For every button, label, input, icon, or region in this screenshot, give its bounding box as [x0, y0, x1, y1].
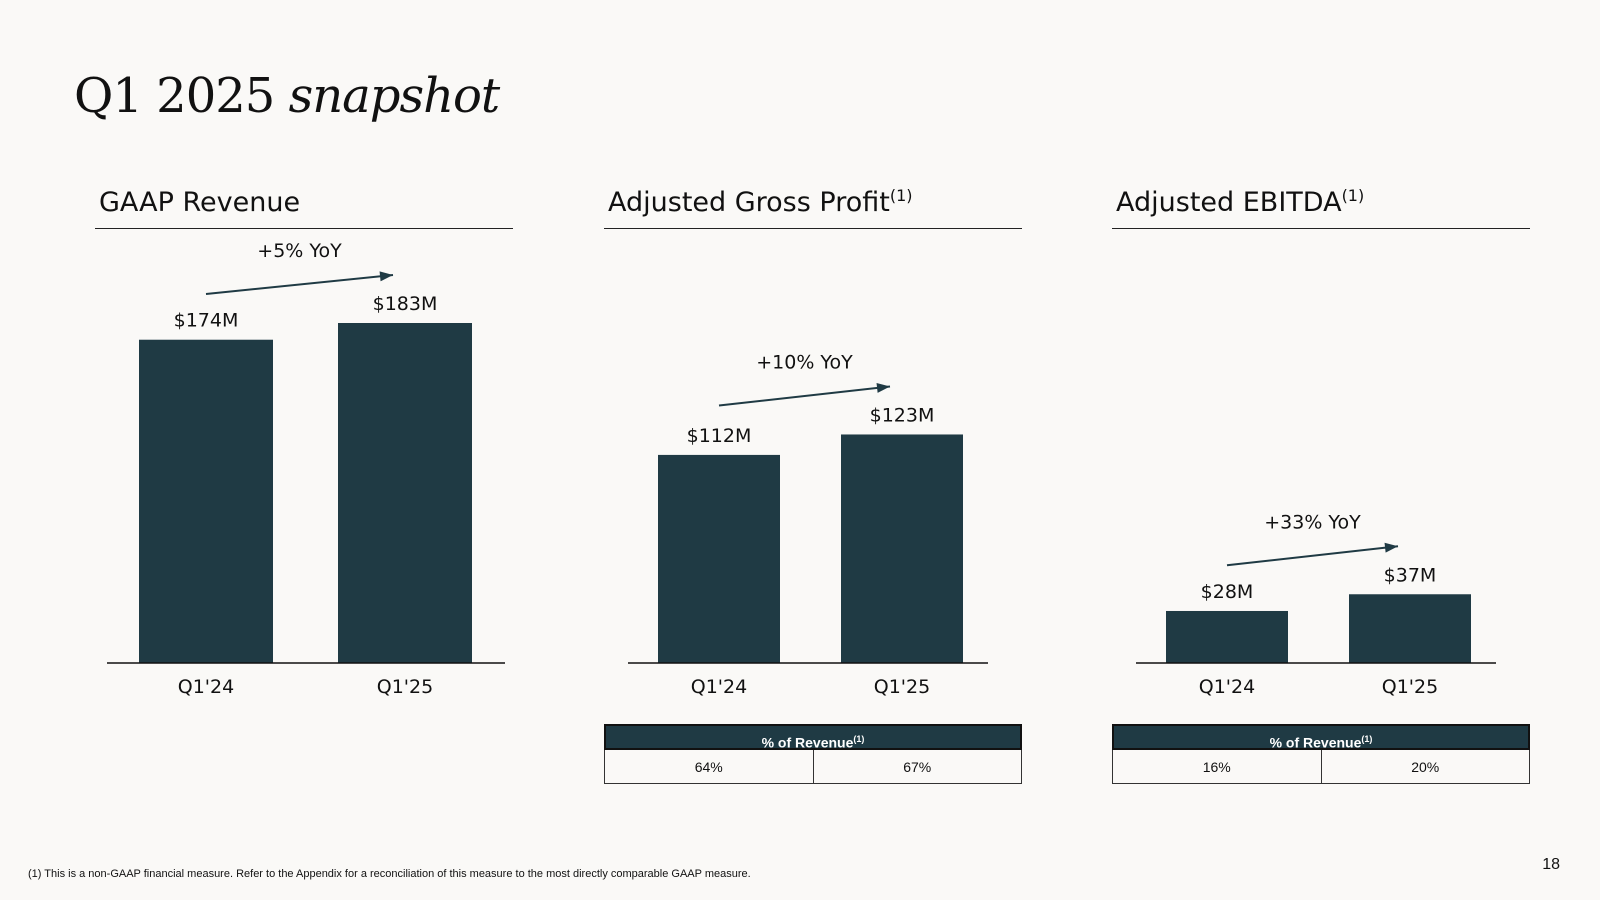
chart-adjusted-gross-profit: $112M Q1'24 $123M Q1'25 +10% YoY [628, 351, 988, 698]
yoy-arrowhead [1384, 542, 1398, 553]
bar-value-label: $183M [373, 293, 438, 315]
bar-value-label: $123M [870, 404, 935, 426]
title-italic: snapshot [288, 68, 501, 124]
table-row: 64% 67% [604, 750, 1022, 784]
panel-heading-gaap-revenue: GAAP Revenue [95, 186, 513, 218]
bar-value-label: $28M [1201, 581, 1254, 603]
yoy-annotation: +33% YoY [1264, 511, 1361, 533]
x-tick-label: Q1'24 [178, 676, 234, 698]
table-cell-q1-25: 20% [1321, 750, 1530, 784]
panel-heading-sup: (1) [889, 186, 913, 205]
bar-value-label: $112M [687, 425, 752, 447]
page-title: Q1 2025 snapshot [74, 72, 500, 120]
title-main: Q1 2025 [74, 68, 289, 124]
bar-value-label: $174M [174, 310, 239, 332]
bar-q124 [139, 339, 273, 663]
bar-q124 [658, 454, 780, 663]
yoy-arrowhead [379, 271, 393, 282]
panel-divider [604, 228, 1022, 229]
table-header-sup: (1) [853, 734, 865, 744]
table-header-text: % of Revenue [761, 734, 854, 751]
bar-value-label: $37M [1384, 564, 1437, 586]
bar-q125 [338, 323, 472, 663]
panel-heading-text: GAAP Revenue [99, 187, 301, 218]
x-tick-label: Q1'24 [1199, 676, 1255, 698]
chart-adjusted-ebitda: $28M Q1'24 $37M Q1'25 +33% YoY [1136, 511, 1496, 698]
chart-gaap-revenue: $174M Q1'24 $183M Q1'25 +5% YoY [107, 240, 505, 698]
page-number: 18 [1542, 856, 1560, 873]
bar-q124 [1166, 610, 1288, 663]
percent-of-revenue-table-ebitda: % of Revenue(1) 16% 20% [1112, 724, 1530, 784]
table-row: 16% 20% [1112, 750, 1530, 784]
bar-q125 [1349, 594, 1471, 663]
x-tick-label: Q1'25 [874, 676, 930, 698]
yoy-arrow-line [1226, 545, 1399, 567]
panel-heading-sup: (1) [1341, 186, 1365, 205]
table-cell-q1-24: 64% [604, 750, 814, 784]
table-header: % of Revenue(1) [604, 724, 1022, 751]
yoy-arrowhead [876, 382, 890, 393]
percent-of-revenue-table-gross-profit: % of Revenue(1) 64% 67% [604, 724, 1022, 784]
table-cell-q1-25: 67% [813, 750, 1022, 784]
table-header-text: % of Revenue [1269, 734, 1362, 751]
panel-divider [1112, 228, 1530, 229]
panel-heading-adjusted-gross-profit: Adjusted Gross Profit(1) [604, 186, 1022, 218]
yoy-annotation: +5% YoY [257, 240, 342, 262]
table-cell-q1-24: 16% [1112, 750, 1322, 784]
table-header: % of Revenue(1) [1112, 724, 1530, 751]
yoy-arrow-line [718, 385, 891, 407]
x-tick-label: Q1'24 [691, 676, 747, 698]
panel-divider [95, 228, 513, 229]
x-tick-label: Q1'25 [377, 676, 433, 698]
table-header-sup: (1) [1361, 734, 1373, 744]
bar-q125 [841, 434, 963, 663]
panel-heading-text: Adjusted EBITDA [1116, 187, 1342, 218]
yoy-arrow-line [205, 274, 394, 295]
panel-heading-adjusted-ebitda: Adjusted EBITDA(1) [1112, 186, 1530, 218]
footnote: (1) This is a non-GAAP financial measure… [28, 868, 751, 880]
x-tick-label: Q1'25 [1382, 676, 1438, 698]
yoy-annotation: +10% YoY [756, 351, 853, 373]
panel-heading-text: Adjusted Gross Profit [608, 187, 890, 218]
